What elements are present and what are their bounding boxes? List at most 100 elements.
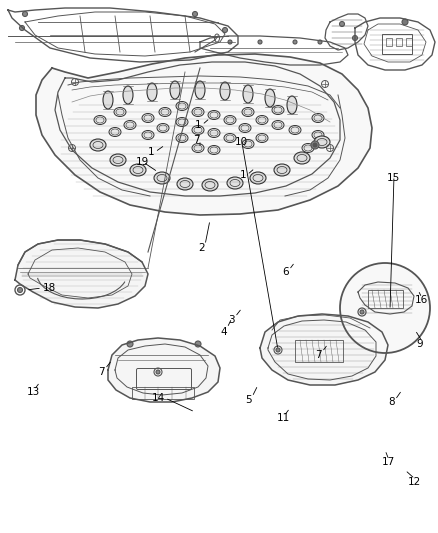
Circle shape bbox=[353, 36, 357, 41]
Ellipse shape bbox=[312, 131, 324, 140]
Bar bbox=[406, 38, 412, 46]
Text: 1: 1 bbox=[195, 120, 201, 130]
Ellipse shape bbox=[224, 116, 236, 125]
Bar bbox=[132, 387, 194, 399]
Circle shape bbox=[20, 26, 25, 30]
Bar bbox=[396, 38, 402, 46]
Ellipse shape bbox=[243, 85, 253, 103]
Ellipse shape bbox=[265, 89, 275, 107]
Ellipse shape bbox=[250, 172, 266, 184]
Text: 8: 8 bbox=[388, 397, 395, 407]
Circle shape bbox=[223, 28, 227, 33]
Circle shape bbox=[340, 263, 430, 353]
Ellipse shape bbox=[90, 139, 106, 151]
Ellipse shape bbox=[147, 83, 157, 101]
Ellipse shape bbox=[176, 133, 188, 142]
Ellipse shape bbox=[170, 81, 180, 99]
Ellipse shape bbox=[242, 140, 254, 149]
Circle shape bbox=[339, 21, 345, 27]
Ellipse shape bbox=[208, 146, 220, 155]
Text: 19: 19 bbox=[136, 157, 149, 167]
Circle shape bbox=[192, 12, 198, 17]
Ellipse shape bbox=[192, 125, 204, 134]
Circle shape bbox=[313, 143, 317, 147]
Circle shape bbox=[360, 310, 364, 314]
Circle shape bbox=[402, 19, 408, 25]
Ellipse shape bbox=[195, 81, 205, 99]
Text: 2: 2 bbox=[198, 243, 205, 253]
Ellipse shape bbox=[123, 86, 133, 104]
Ellipse shape bbox=[287, 96, 297, 114]
Ellipse shape bbox=[124, 120, 136, 130]
Ellipse shape bbox=[272, 120, 284, 130]
Text: 14: 14 bbox=[152, 393, 165, 403]
Ellipse shape bbox=[272, 106, 284, 115]
Ellipse shape bbox=[142, 131, 154, 140]
Ellipse shape bbox=[192, 143, 204, 152]
Text: 15: 15 bbox=[387, 173, 400, 183]
Circle shape bbox=[156, 370, 160, 374]
Polygon shape bbox=[36, 54, 372, 215]
Ellipse shape bbox=[176, 101, 188, 110]
Polygon shape bbox=[15, 240, 148, 308]
Polygon shape bbox=[108, 338, 220, 402]
Ellipse shape bbox=[208, 128, 220, 138]
Text: 13: 13 bbox=[27, 387, 40, 397]
Ellipse shape bbox=[192, 108, 204, 117]
Text: 17: 17 bbox=[382, 457, 395, 467]
Text: 5: 5 bbox=[245, 395, 251, 405]
Ellipse shape bbox=[110, 154, 126, 166]
Ellipse shape bbox=[256, 116, 268, 125]
Polygon shape bbox=[260, 314, 388, 385]
Text: 7: 7 bbox=[315, 350, 321, 360]
Text: 10: 10 bbox=[235, 137, 248, 147]
Ellipse shape bbox=[302, 143, 314, 152]
Ellipse shape bbox=[227, 177, 243, 189]
Circle shape bbox=[318, 40, 322, 44]
Circle shape bbox=[22, 12, 28, 17]
Circle shape bbox=[258, 40, 262, 44]
Ellipse shape bbox=[94, 116, 106, 125]
Text: 9: 9 bbox=[416, 339, 423, 349]
Ellipse shape bbox=[177, 178, 193, 190]
Ellipse shape bbox=[289, 125, 301, 134]
Ellipse shape bbox=[294, 152, 310, 164]
Text: 18: 18 bbox=[43, 283, 56, 293]
Text: 7: 7 bbox=[98, 367, 105, 377]
Circle shape bbox=[311, 141, 319, 149]
Circle shape bbox=[228, 40, 232, 44]
Ellipse shape bbox=[159, 108, 171, 117]
Circle shape bbox=[195, 341, 201, 347]
Circle shape bbox=[276, 348, 280, 352]
Text: 16: 16 bbox=[415, 295, 428, 305]
Ellipse shape bbox=[114, 108, 126, 117]
Text: 1: 1 bbox=[148, 147, 155, 157]
Bar bbox=[382, 34, 412, 54]
Ellipse shape bbox=[109, 127, 121, 136]
Bar bbox=[295, 340, 343, 362]
Bar bbox=[368, 290, 403, 308]
Ellipse shape bbox=[220, 82, 230, 100]
Ellipse shape bbox=[224, 133, 236, 142]
Circle shape bbox=[18, 287, 22, 293]
Bar bbox=[386, 38, 392, 46]
Ellipse shape bbox=[157, 124, 169, 133]
Text: 4: 4 bbox=[220, 327, 226, 337]
Ellipse shape bbox=[142, 114, 154, 123]
Circle shape bbox=[127, 341, 133, 347]
Ellipse shape bbox=[103, 91, 113, 109]
Text: 7: 7 bbox=[193, 135, 200, 145]
Text: 1: 1 bbox=[240, 170, 247, 180]
Text: 11: 11 bbox=[277, 413, 290, 423]
Ellipse shape bbox=[208, 110, 220, 119]
Ellipse shape bbox=[242, 108, 254, 117]
Ellipse shape bbox=[314, 136, 330, 148]
Ellipse shape bbox=[202, 179, 218, 191]
Ellipse shape bbox=[154, 172, 170, 184]
Circle shape bbox=[293, 40, 297, 44]
Text: 12: 12 bbox=[408, 477, 421, 487]
Ellipse shape bbox=[274, 164, 290, 176]
Text: 3: 3 bbox=[228, 315, 235, 325]
Ellipse shape bbox=[312, 114, 324, 123]
Ellipse shape bbox=[239, 124, 251, 133]
